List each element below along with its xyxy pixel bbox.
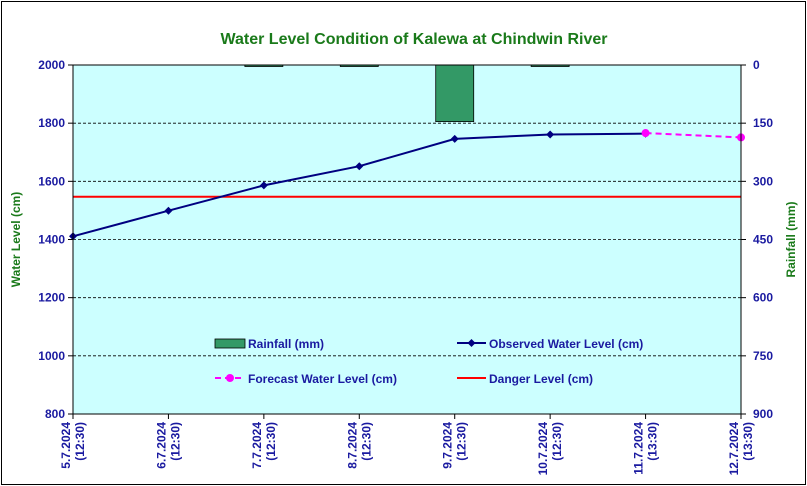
y-right-tick-label: 900	[753, 407, 773, 421]
y-right-tick-label: 150	[753, 116, 773, 130]
rainfall-bar	[435, 64, 475, 123]
chart-title: Water Level Condition of Kalewa at Chind…	[220, 31, 607, 48]
y-left-tick-label: 2000	[38, 58, 65, 72]
observed-point	[546, 130, 555, 139]
y-right-tick-label: 300	[753, 174, 773, 188]
legend-observed-label: Observed Water Level (cm)	[489, 337, 643, 351]
x-tick-label: 5.7.2024(12:30)	[59, 422, 87, 469]
observed-point	[259, 181, 268, 190]
x-tick-label: 7.7.2024(12:30)	[250, 422, 278, 469]
y-right-tick-label: 0	[753, 58, 760, 72]
series-lines	[69, 129, 745, 241]
observed-point	[450, 134, 459, 143]
legend-forecast-label: Forecast Water Level (cm)	[248, 372, 397, 386]
legend-danger-label: Danger Level (cm)	[489, 372, 593, 386]
y-left-tick-label: 1600	[38, 174, 65, 188]
y-left-tick-label: 1400	[38, 233, 65, 247]
x-tick-label: 11.7.2024(13:30)	[632, 422, 660, 475]
legend-rainfall-swatch	[214, 338, 246, 349]
observed-point	[164, 206, 173, 215]
y-right-tick-label: 750	[753, 349, 773, 363]
legend: Rainfall (mm) Observed Water Level (cm) Fo…	[214, 337, 643, 386]
forecast-line	[645, 132, 742, 139]
y-right-tick-label: 450	[753, 233, 773, 247]
rainfall-bars	[244, 64, 570, 123]
y-left-tick-label: 1000	[38, 349, 65, 363]
y-left-tick-label: 1800	[38, 116, 65, 130]
y-left-tick-label: 1200	[38, 291, 65, 305]
observed-point	[355, 162, 364, 171]
x-tick-label: 6.7.2024(12:30)	[154, 422, 182, 469]
y-right-tick-label: 600	[753, 291, 773, 305]
x-tick-label: 10.7.2024(12:30)	[536, 422, 564, 476]
x-tick-label: 8.7.2024(12:30)	[345, 422, 373, 469]
x-tick-label: 9.7.2024(12:30)	[441, 422, 469, 469]
x-tick-label: 12.7.2024(13:30)	[727, 422, 755, 476]
legend-rainfall-label: Rainfall (mm)	[248, 337, 324, 351]
y-left-tick-label: 800	[45, 407, 65, 421]
y-axis-right-title: Rainfall (mm)	[784, 201, 798, 277]
y-axis-left-title: Water Level (cm)	[9, 192, 23, 288]
forecast-point	[641, 129, 650, 138]
legend-forecast-marker	[226, 374, 234, 382]
axes: 800 1000 1200 1400 1600 1800 2000 0 150 300 450 600…	[38, 58, 773, 475]
legend-observed-marker	[467, 339, 476, 347]
